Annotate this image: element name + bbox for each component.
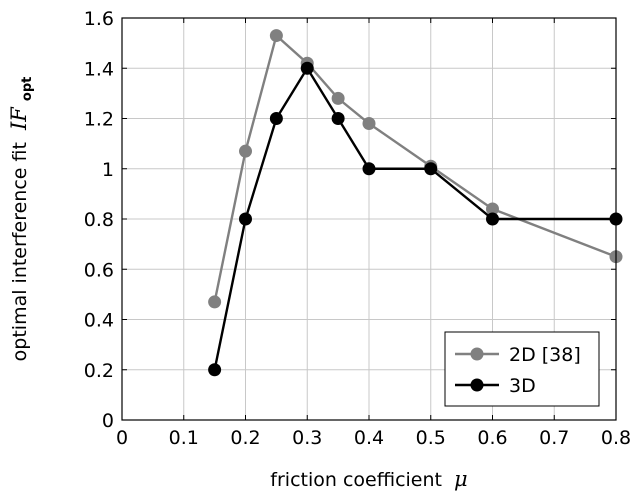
data-point <box>269 29 283 43</box>
ticks: 0 0.1 0.2 0.3 0.4 0.5 0.6 0.7 0.8 0 0.2 0.4 0.6 0.8 1 1… <box>84 8 631 449</box>
y-tick-label: 0 <box>102 410 114 432</box>
y-axis-subscript: opt <box>20 77 35 101</box>
data-point <box>486 212 499 226</box>
data-point <box>331 91 345 105</box>
data-point <box>208 363 222 377</box>
y-axis-label-text: optimal interference fit <box>9 142 31 361</box>
y-tick-label: 1 <box>102 159 114 181</box>
x-tick-label: 0.4 <box>354 427 384 449</box>
y-tick-label: 0.6 <box>84 259 114 281</box>
series-layer <box>208 29 623 377</box>
x-tick-label: 0.5 <box>416 427 446 449</box>
x-tick-label: 0.2 <box>230 427 260 449</box>
series-3d <box>208 61 623 377</box>
legend: 2D [38] 3D <box>444 331 600 407</box>
data-point <box>331 112 345 125</box>
legend-label: 3D <box>509 375 536 397</box>
data-point <box>424 162 438 176</box>
legend-label: 2D [38] <box>509 344 581 366</box>
data-point <box>362 117 376 131</box>
x-tick-label: 0.8 <box>601 427 631 449</box>
data-point <box>239 212 252 226</box>
data-point <box>269 112 283 125</box>
legend-box <box>444 331 600 407</box>
legend-marker <box>470 378 484 392</box>
x-axis-label: friction coefficient μ <box>270 467 467 491</box>
y-tick-label: 0.4 <box>84 310 114 332</box>
data-point <box>300 61 314 75</box>
y-axis-label: optimal interference fit IF opt <box>7 77 35 362</box>
x-tick-label: 0 <box>116 427 128 449</box>
legend-item: 2D [38] <box>455 344 581 366</box>
data-point <box>486 202 499 216</box>
y-tick-label: 1.4 <box>84 58 114 80</box>
data-point <box>208 295 222 309</box>
data-point <box>239 144 252 158</box>
x-axis-symbol: μ <box>454 467 468 491</box>
data-point <box>362 162 376 176</box>
legend-item: 3D <box>455 375 536 397</box>
y-tick-label: 1.6 <box>84 8 114 30</box>
y-tick-label: 1.2 <box>84 109 114 131</box>
x-tick-label: 0.3 <box>292 427 322 449</box>
y-tick-label: 0.8 <box>84 209 114 231</box>
y-axis-symbol: IF <box>7 106 31 131</box>
x-tick-label: 0.1 <box>169 427 199 449</box>
y-tick-label: 0.2 <box>84 360 114 382</box>
x-axis-label-text: friction coefficient <box>270 469 442 491</box>
x-tick-label: 0.6 <box>477 427 507 449</box>
legend-marker <box>470 347 484 361</box>
x-tick-label: 0.7 <box>539 427 569 449</box>
